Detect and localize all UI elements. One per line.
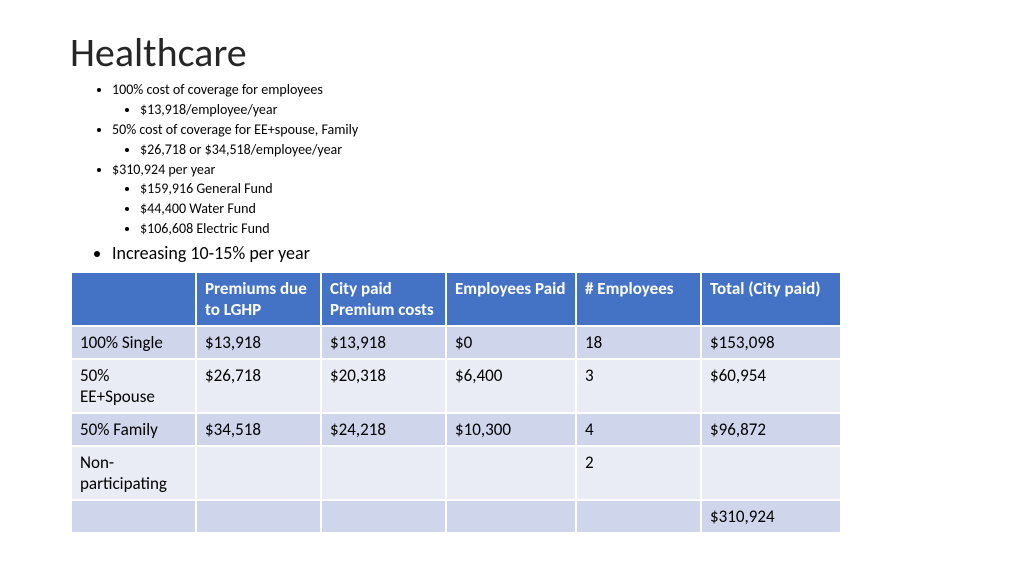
bullet-text: 50% cost of coverage for EE+spouse, Fami… <box>112 121 358 138</box>
table-cell <box>576 500 701 533</box>
bullet-text: $13,918/employee/year <box>140 101 277 118</box>
table-row: Non-participating 2 <box>71 446 841 500</box>
table-cell <box>321 500 446 533</box>
table-cell <box>71 500 196 533</box>
table-cell <box>446 446 576 500</box>
bullet-subitem: $13,918/employee/year <box>140 101 954 120</box>
bullet-text: $44,400 Water Fund <box>140 200 256 217</box>
bullet-subitem: $44,400 Water Fund <box>140 200 954 219</box>
table-cell: 2 <box>576 446 701 500</box>
table-header-row: Premiums due to LGHP City paid Premium c… <box>71 272 841 326</box>
healthcare-table: Premiums due to LGHP City paid Premium c… <box>70 271 842 534</box>
table-cell: $10,300 <box>446 413 576 446</box>
page-title: Healthcare <box>70 28 954 77</box>
table-cell: $96,872 <box>701 413 841 446</box>
table-cell: $310,924 <box>701 500 841 533</box>
table-cell: $0 <box>446 326 576 359</box>
table-cell <box>196 446 321 500</box>
table-cell: $6,400 <box>446 359 576 413</box>
bullet-subitem: $26,718 or $34,518/employee/year <box>140 141 954 160</box>
table-cell: $60,954 <box>701 359 841 413</box>
table-cell: 50% EE+Spouse <box>71 359 196 413</box>
table-cell: 3 <box>576 359 701 413</box>
bullet-item: 100% cost of coverage for employees $13,… <box>112 81 954 120</box>
table-cell: Non-participating <box>71 446 196 500</box>
table-cell: $26,718 <box>196 359 321 413</box>
bullet-item: $310,924 per year $159,916 General Fund … <box>112 161 954 240</box>
col-header-employees-paid: Employees Paid <box>446 272 576 326</box>
table-cell: $20,318 <box>321 359 446 413</box>
bullet-text: $310,924 per year <box>112 161 215 178</box>
bullet-text: $26,718 or $34,518/employee/year <box>140 141 342 158</box>
table-cell <box>321 446 446 500</box>
bullet-text: 100% cost of coverage for employees <box>112 81 323 98</box>
col-header-num-employees: # Employees <box>576 272 701 326</box>
bullet-subitem: $159,916 General Fund <box>140 180 954 199</box>
bullet-item: Increasing 10-15% per year <box>112 241 954 265</box>
table-row: 100% Single $13,918 $13,918 $0 18 $153,0… <box>71 326 841 359</box>
slide: Healthcare 100% cost of coverage for emp… <box>0 0 1024 576</box>
bullet-list: 100% cost of coverage for employees $13,… <box>70 81 954 265</box>
bullet-item: 50% cost of coverage for EE+spouse, Fami… <box>112 121 954 160</box>
table-cell <box>446 500 576 533</box>
table-row-total: $310,924 <box>71 500 841 533</box>
table-cell: 100% Single <box>71 326 196 359</box>
table-cell <box>701 446 841 500</box>
col-header-city-paid: City paid Premium costs <box>321 272 446 326</box>
col-header-total: Total (City paid) <box>701 272 841 326</box>
table-cell: 50% Family <box>71 413 196 446</box>
bullet-text: $159,916 General Fund <box>140 180 273 197</box>
table-row: 50% EE+Spouse $26,718 $20,318 $6,400 3 $… <box>71 359 841 413</box>
col-header-rowlabel <box>71 272 196 326</box>
table-row: 50% Family $34,518 $24,218 $10,300 4 $96… <box>71 413 841 446</box>
bullet-text: $106,608 Electric Fund <box>140 220 270 237</box>
table-cell: 18 <box>576 326 701 359</box>
table-cell: 4 <box>576 413 701 446</box>
table-cell: $153,098 <box>701 326 841 359</box>
table-cell: $13,918 <box>196 326 321 359</box>
bullet-text: Increasing 10-15% per year <box>112 242 310 264</box>
table-cell <box>196 500 321 533</box>
bullet-subitem: $106,608 Electric Fund <box>140 220 954 239</box>
table-cell: $34,518 <box>196 413 321 446</box>
table-cell: $24,218 <box>321 413 446 446</box>
table-cell: $13,918 <box>321 326 446 359</box>
col-header-premiums: Premiums due to LGHP <box>196 272 321 326</box>
